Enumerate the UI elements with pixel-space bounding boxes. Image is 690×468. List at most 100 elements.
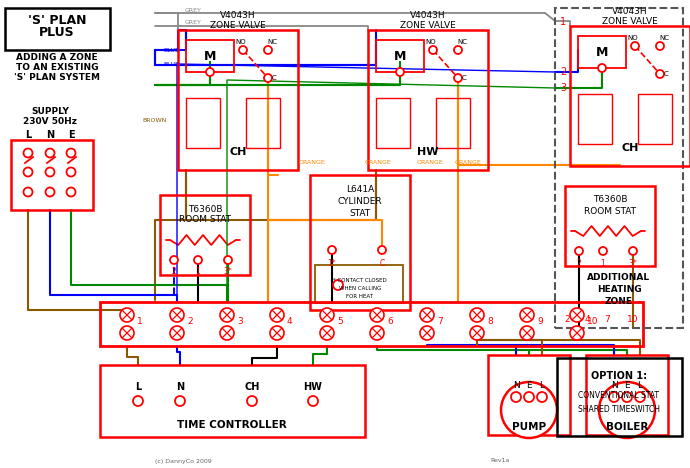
Text: 1: 1 [600, 258, 605, 268]
Circle shape [23, 168, 32, 176]
Circle shape [320, 326, 334, 340]
Text: 2: 2 [172, 268, 177, 277]
Text: BLUE: BLUE [163, 47, 179, 52]
Text: V4043H: V4043H [410, 12, 446, 21]
Circle shape [599, 382, 655, 438]
Circle shape [520, 308, 534, 322]
Bar [376, 98, 410, 148]
Text: ORANGE: ORANGE [455, 161, 482, 166]
Circle shape [46, 188, 55, 197]
Text: ZONE VALVE: ZONE VALVE [400, 22, 456, 30]
Text: ADDING A ZONE: ADDING A ZONE [16, 52, 98, 61]
Circle shape [170, 256, 178, 264]
Bar [586, 355, 668, 435]
Circle shape [635, 392, 645, 402]
Text: L: L [25, 130, 31, 140]
Bar [160, 195, 250, 275]
Bar [186, 40, 234, 72]
Circle shape [120, 326, 134, 340]
Text: ZONE VALVE: ZONE VALVE [602, 17, 658, 27]
Circle shape [46, 168, 55, 176]
Text: NO: NO [426, 39, 436, 45]
Circle shape [206, 68, 214, 76]
Text: N: N [176, 382, 184, 392]
Text: (c) DannyCo 2009: (c) DannyCo 2009 [155, 459, 212, 463]
Text: L: L [638, 380, 642, 389]
Bar [5, 8, 110, 50]
Circle shape [66, 188, 75, 197]
Text: 10: 10 [627, 315, 639, 324]
Text: T6360B: T6360B [188, 205, 222, 213]
Bar [638, 94, 672, 144]
Circle shape [247, 396, 257, 406]
Circle shape [454, 46, 462, 54]
Circle shape [220, 326, 234, 340]
Bar [570, 26, 690, 166]
Text: 3: 3 [560, 83, 566, 93]
Text: NO: NO [628, 35, 638, 41]
Circle shape [537, 392, 547, 402]
Text: CH: CH [244, 382, 259, 392]
Text: C: C [380, 258, 384, 268]
Text: BOILER: BOILER [606, 422, 648, 432]
Circle shape [170, 308, 184, 322]
Text: 1*: 1* [328, 258, 336, 268]
Text: 7: 7 [604, 315, 610, 324]
Text: PUMP: PUMP [512, 422, 546, 432]
Text: 9: 9 [537, 317, 543, 327]
Bar [578, 36, 626, 68]
Circle shape [23, 188, 32, 197]
Circle shape [270, 308, 284, 322]
Circle shape [66, 168, 75, 176]
Text: HW: HW [304, 382, 322, 392]
Bar [555, 8, 683, 328]
Text: ROOM STAT: ROOM STAT [584, 206, 636, 215]
Text: 4: 4 [584, 315, 590, 324]
Circle shape [420, 326, 434, 340]
Text: SHARED TIMESWITCH: SHARED TIMESWITCH [578, 405, 660, 415]
Circle shape [470, 326, 484, 340]
Circle shape [575, 247, 583, 255]
Text: TIME CONTROLLER: TIME CONTROLLER [177, 420, 287, 430]
Text: ZONE VALVE: ZONE VALVE [210, 22, 266, 30]
Text: PLUS: PLUS [39, 27, 75, 39]
Text: 'S' PLAN: 'S' PLAN [28, 14, 86, 27]
Text: 1: 1 [137, 317, 143, 327]
Circle shape [264, 74, 272, 82]
Text: E: E [68, 130, 75, 140]
Circle shape [429, 46, 437, 54]
Text: 2: 2 [187, 317, 193, 327]
Circle shape [194, 256, 202, 264]
Text: WHEN CALLING: WHEN CALLING [339, 286, 381, 292]
Circle shape [454, 74, 462, 82]
Text: ORANGE: ORANGE [299, 160, 326, 164]
Circle shape [308, 396, 318, 406]
Text: NC: NC [267, 39, 277, 45]
Text: N: N [611, 380, 618, 389]
Text: CH: CH [621, 143, 639, 153]
Text: M: M [394, 50, 406, 63]
Circle shape [570, 326, 584, 340]
Bar [178, 30, 298, 170]
Circle shape [598, 64, 606, 72]
Circle shape [370, 326, 384, 340]
Circle shape [570, 308, 584, 322]
Circle shape [656, 42, 664, 50]
Text: 3*: 3* [629, 258, 638, 268]
Text: T6360B: T6360B [593, 196, 627, 205]
Text: SUPPLY: SUPPLY [31, 108, 69, 117]
Text: CH: CH [229, 147, 247, 157]
Text: V4043H: V4043H [612, 7, 648, 16]
Circle shape [46, 148, 55, 158]
Text: 4: 4 [287, 317, 293, 327]
Text: BROWN: BROWN [143, 117, 167, 123]
Circle shape [629, 247, 637, 255]
Text: L641A: L641A [346, 184, 374, 193]
Circle shape [320, 308, 334, 322]
Text: C: C [272, 75, 277, 81]
Text: NC: NC [659, 35, 669, 41]
Bar [100, 365, 365, 437]
Bar [436, 98, 470, 148]
Bar [557, 358, 682, 436]
Text: N: N [513, 380, 520, 389]
